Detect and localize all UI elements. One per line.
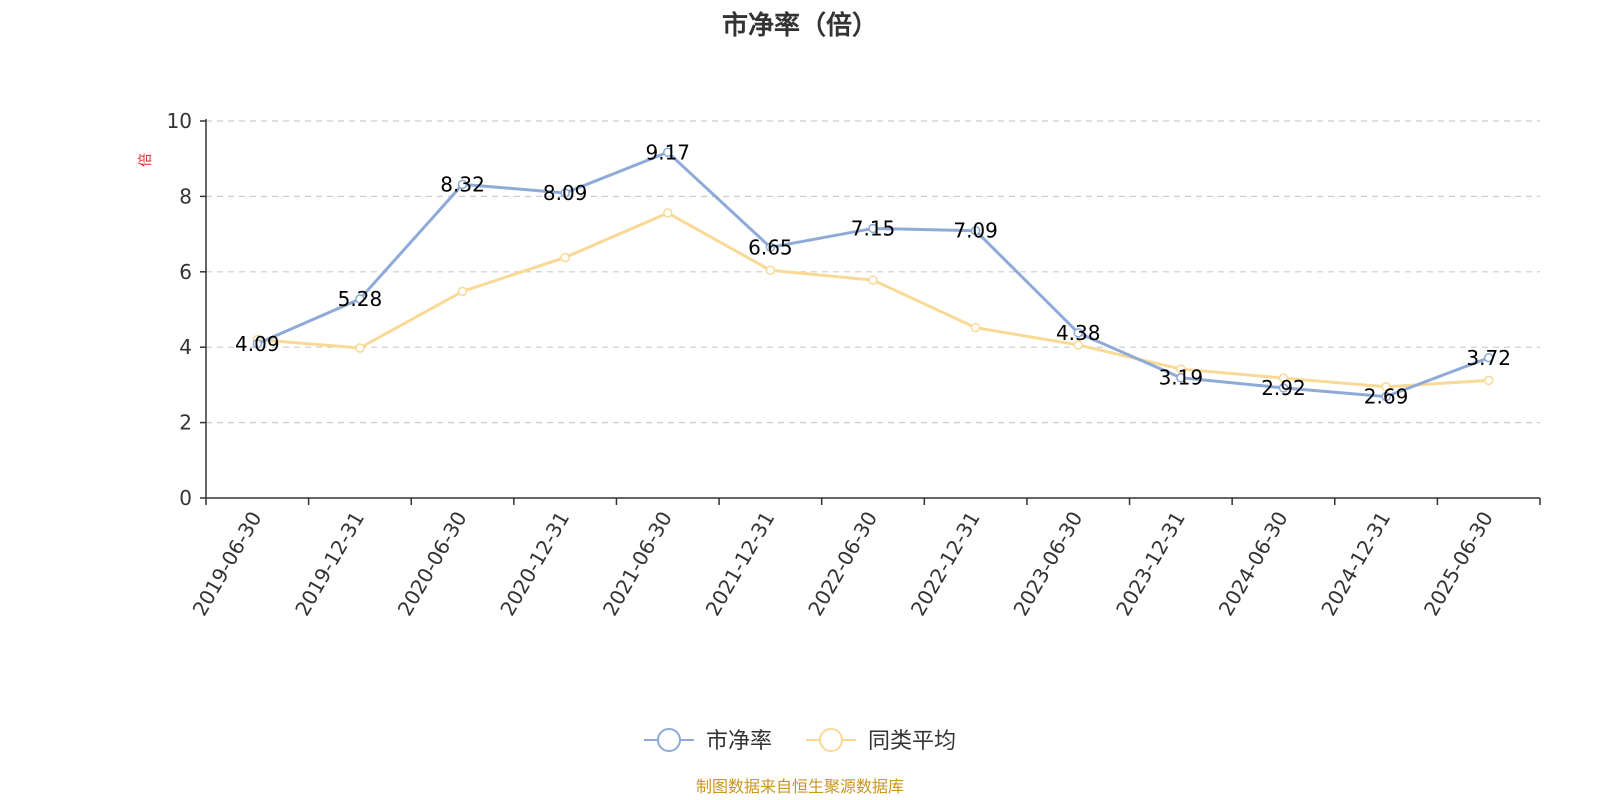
data-label: 5.28 [338,287,383,311]
data-point [1073,328,1083,338]
data-point [560,252,570,263]
data-label: 4.38 [1056,321,1101,345]
data-point [1483,353,1494,363]
x-tick-label: 2023-06-30 [1008,507,1087,620]
data-point [765,265,776,276]
x-tick-label: 2020-06-30 [393,507,472,620]
data-point [1278,383,1289,393]
chart-title: 市净率（倍） [722,10,878,41]
legend-marker [657,728,681,752]
data-point [970,225,981,236]
x-tick-label: 2019-12-31 [290,507,369,620]
data-point [457,179,468,190]
data-label: 2.92 [1261,376,1306,400]
data-point [1381,391,1391,402]
y-tick-label: 6 [179,260,192,284]
x-tick-label: 2020-12-31 [495,507,574,620]
legend-label: 市净率 [706,729,772,754]
axes [205,119,1540,499]
data-labels: 4.09 5.28 8.32 8.09 9.17 6.65 7.15 7.09 4.38 3.19… [235,140,1511,408]
data-point [1073,340,1083,350]
y-axis-unit-label: 倍 [138,153,154,167]
x-tick-label: 2022-06-30 [803,507,882,620]
data-point [355,343,365,353]
y-tick-label: 2 [179,411,192,435]
grid-lines [206,120,1540,424]
data-point [663,147,673,158]
x-tick-label: 2024-06-30 [1214,507,1293,620]
data-label: 8.32 [440,172,485,196]
data-point [355,294,365,304]
data-label: 9.17 [646,140,691,164]
data-label: 3.72 [1466,346,1511,370]
data-label: 8.09 [543,181,588,205]
data-point [868,275,878,285]
data-label: 7.15 [851,216,896,240]
data-point [1381,382,1391,392]
y-axis-ticks: 0 2 4 6 8 10 [167,109,206,510]
data-label: 4.09 [235,332,280,356]
legend-marker [819,728,843,752]
x-axis-ticks: 2019-06-30 2019-12-31 2020-06-30 2020-12-31… [187,498,1541,620]
data-point [765,242,776,253]
y-tick-label: 10 [167,109,192,133]
x-tick-label: 2023-12-31 [1111,507,1190,620]
data-label: 6.65 [748,235,793,259]
x-tick-label: 2022-12-31 [906,507,985,620]
data-label: 7.09 [953,219,998,243]
source-note: 制图数据来自恒生聚源数据库 [696,777,904,796]
series-lines [252,147,1494,402]
data-point [457,286,468,297]
x-tick-label: 2025-06-30 [1419,507,1498,620]
data-point [663,208,673,218]
data-point [868,223,878,234]
legend-label: 同类平均 [868,729,956,754]
data-point [1176,372,1186,383]
x-tick-label: 2021-06-30 [598,507,677,620]
x-tick-label: 2024-12-31 [1316,507,1395,620]
data-point [1278,373,1289,383]
data-point [1483,375,1494,386]
x-tick-label: 2021-12-31 [701,507,780,620]
data-point [252,339,263,349]
x-tick-label: 2019-06-30 [187,507,266,620]
y-tick-label: 8 [179,184,192,208]
data-label: 3.19 [1159,366,1204,390]
y-tick-label: 0 [179,486,192,510]
legend[interactable]: 市净率 同类平均 [644,728,956,754]
data-label: 2.69 [1364,385,1409,409]
y-tick-label: 4 [179,335,192,359]
data-point [970,322,981,333]
data-point [560,188,570,198]
